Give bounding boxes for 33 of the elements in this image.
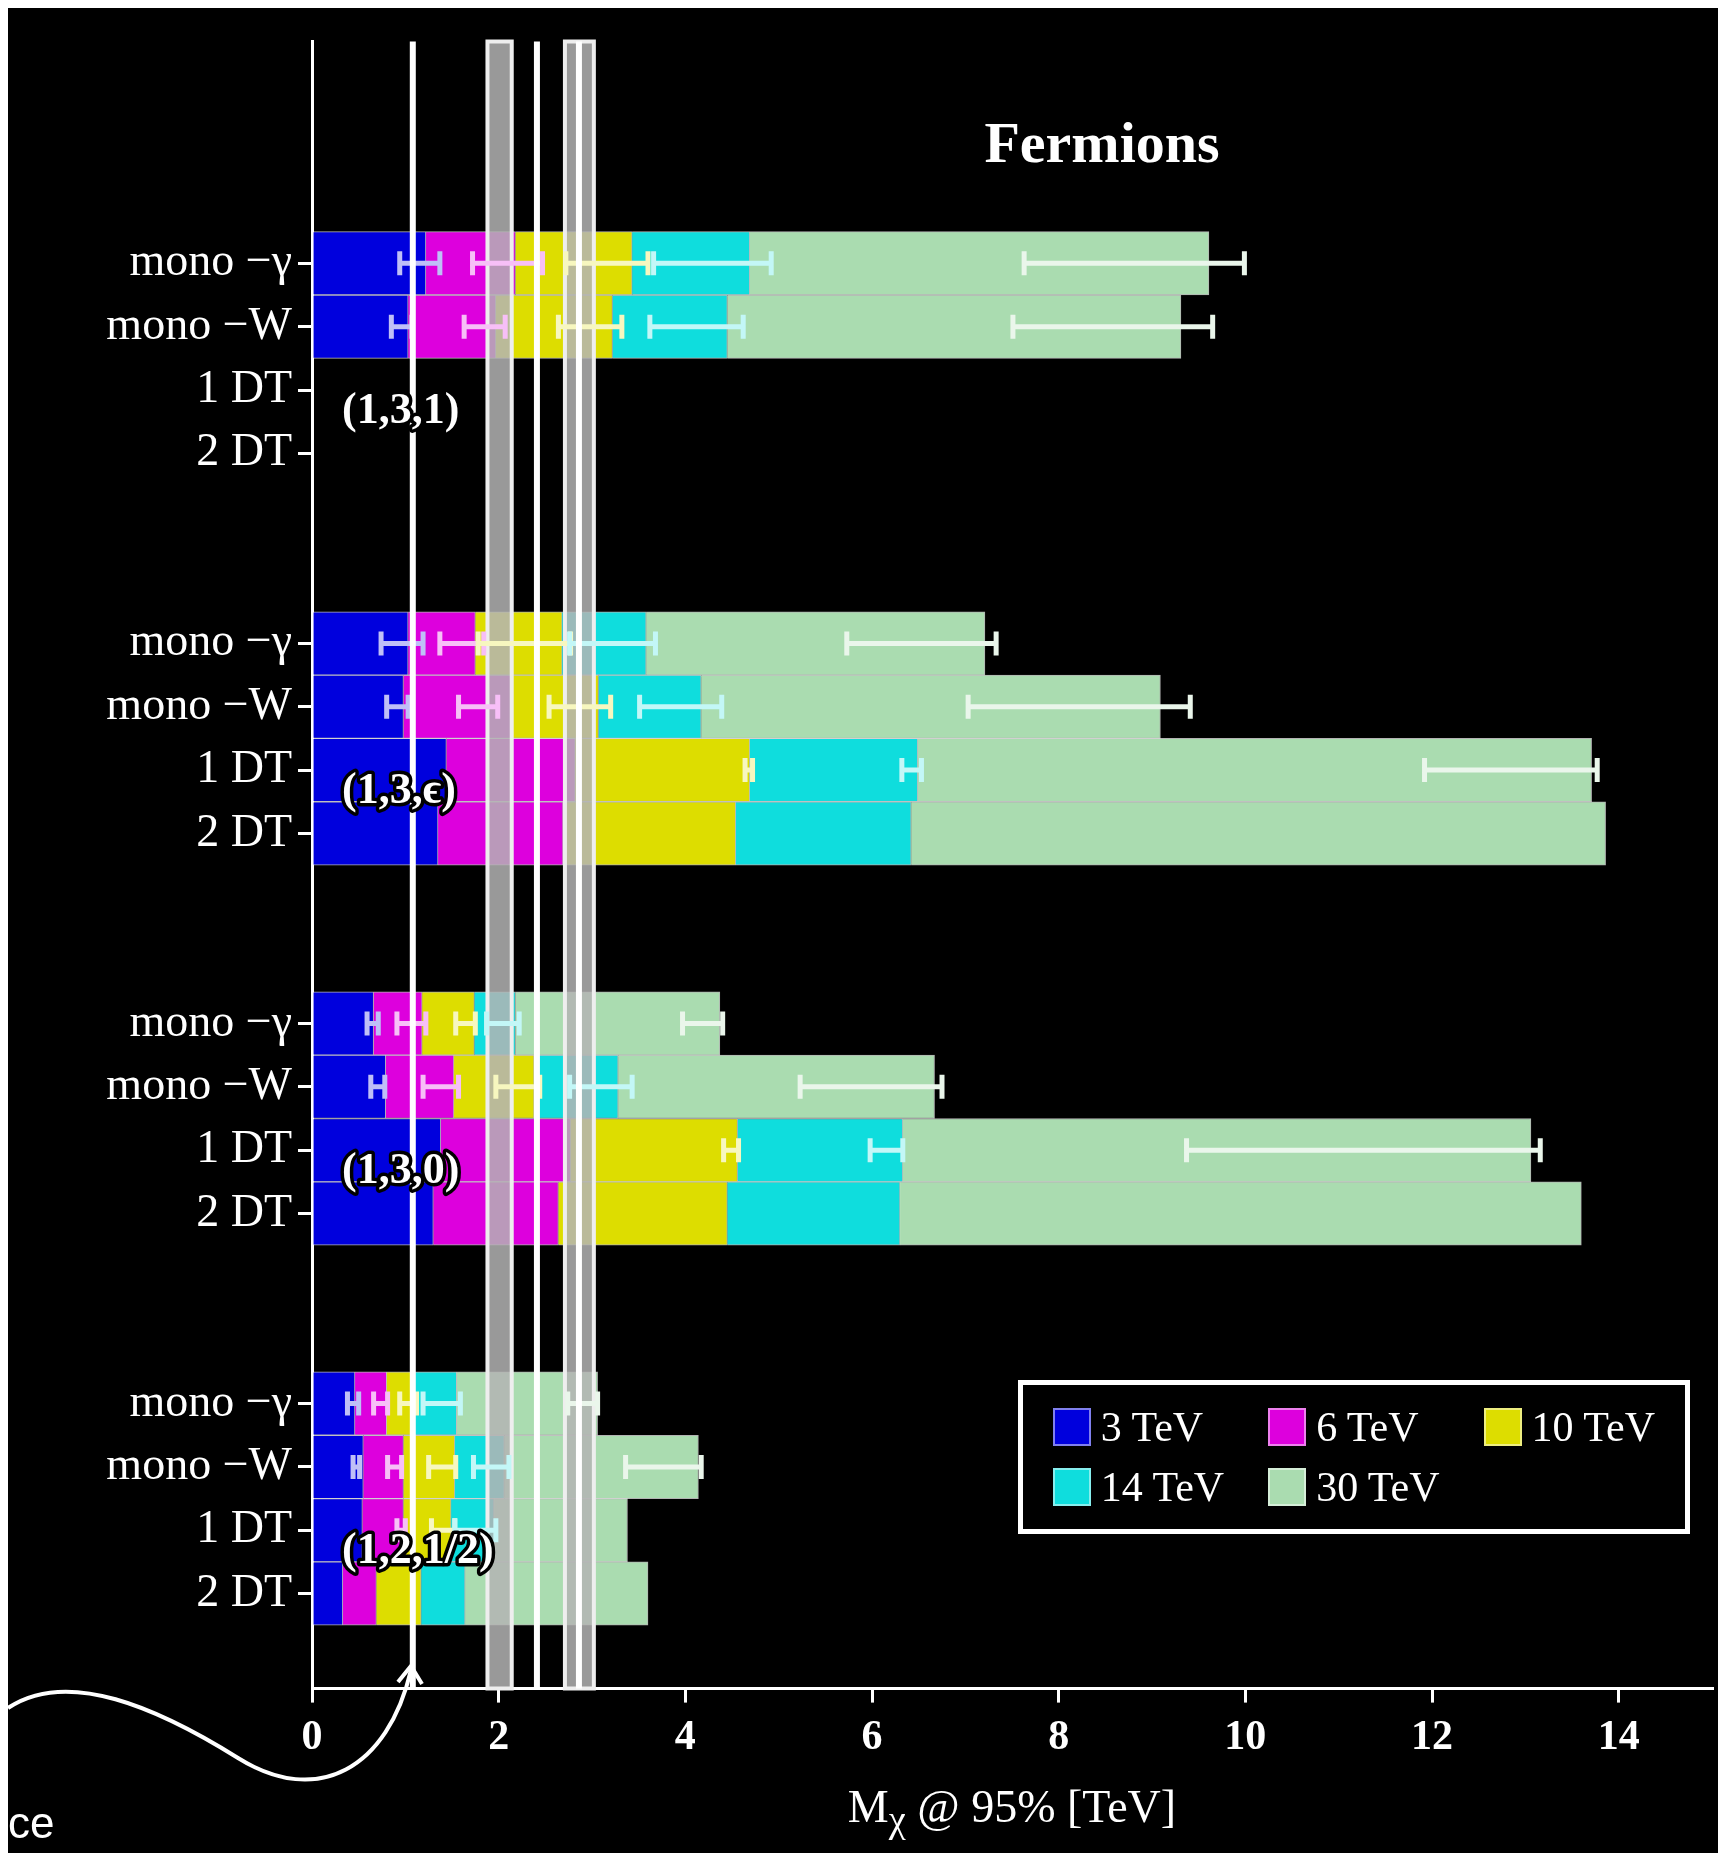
x-tick-label: 12 [1411, 1711, 1453, 1758]
legend-label: 6 TeV [1316, 1403, 1419, 1451]
text: ce [8, 1798, 55, 1848]
legend-label: 10 TeV [1531, 1403, 1655, 1451]
annotation: (1,2,1/2) [342, 1524, 494, 1574]
x-tick-label: 0 [301, 1711, 323, 1758]
y-tick-label: 2 DT [196, 804, 292, 856]
y-tick-label: 2 DT [196, 424, 292, 476]
y-tick-label: 1 DT [196, 1121, 292, 1173]
x-tick-label: 8 [1048, 1711, 1070, 1758]
legend-label: 30 TeV [1316, 1463, 1440, 1511]
y-tick-label: mono −W [106, 677, 293, 729]
legend-label: 3 TeV [1100, 1403, 1204, 1451]
x-tick-label: 4 [674, 1711, 696, 1758]
y-tick-label: mono −W [106, 1437, 293, 1489]
y-tick-label: 1 DT [196, 361, 292, 413]
y-tick-label: mono −γ [129, 1374, 292, 1426]
legend-label: 14 TeV [1100, 1463, 1225, 1511]
x-tick-label: 10 [1224, 1711, 1267, 1758]
x-tick-label: 14 [1597, 1711, 1640, 1758]
y-tick-label: 2 DT [196, 1184, 292, 1236]
y-tick-label: mono −γ [129, 994, 292, 1046]
y-tick-label: 2 DT [196, 1564, 292, 1616]
x-tick-label: 2 [488, 1711, 510, 1758]
y-tick-label: mono −γ [129, 614, 292, 666]
y-tick-label: mono −W [106, 1057, 293, 1109]
x-axis-title: M$_{χ}$ @ 95% [TeV] [846, 1780, 1178, 1842]
x-tick-label: 6 [861, 1711, 883, 1758]
y-tick-label: mono −W [106, 297, 293, 349]
y-tick-label: 1 DT [196, 1501, 292, 1553]
y-tick-label: mono −γ [129, 234, 292, 286]
y-tick-label: 1 DT [196, 741, 292, 793]
text: Fermions [984, 109, 1220, 175]
